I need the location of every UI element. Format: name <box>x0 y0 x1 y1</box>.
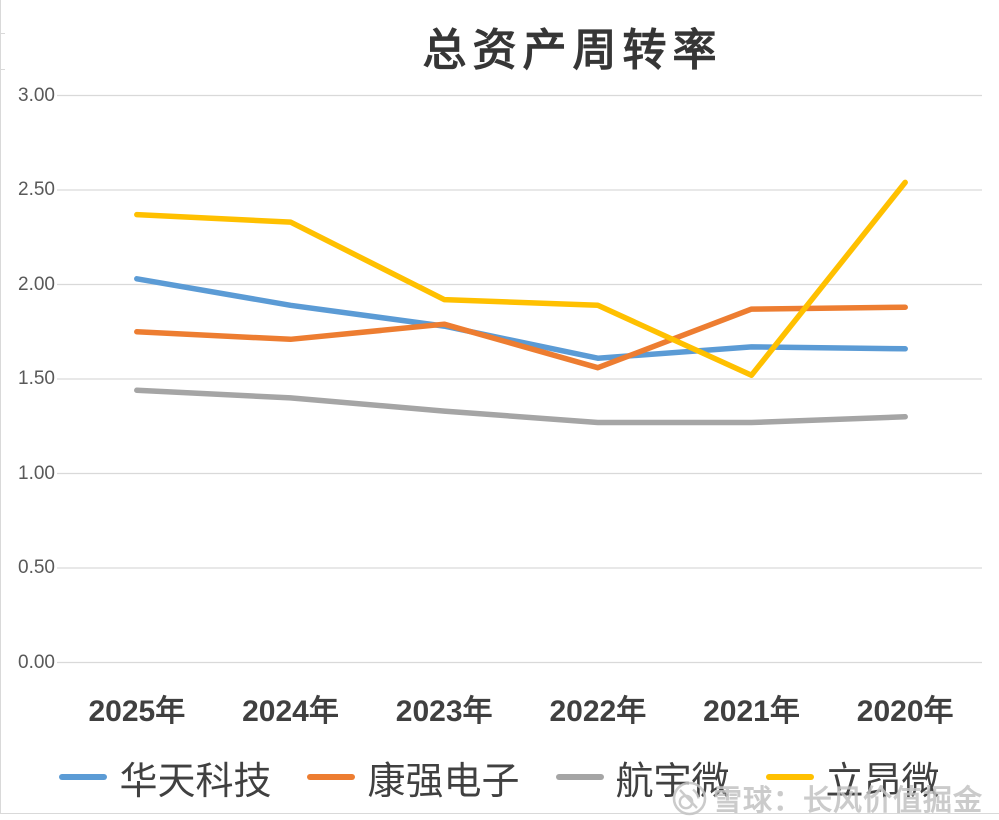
y-tick-label: 3.00 <box>18 84 55 106</box>
legend-item-华天科技: 华天科技 <box>59 750 271 805</box>
y-tick-label: 2.00 <box>18 273 55 295</box>
sheet-row-tick <box>0 33 5 34</box>
sheet-border-bottom <box>0 813 999 814</box>
legend-label: 立昂微 <box>825 760 940 803</box>
chart-legend: 华天科技 康强电子 航宇微 立昂微 <box>0 748 999 806</box>
series-line-康强电子 <box>134 304 908 371</box>
legend-line-swatch <box>555 774 604 780</box>
legend-item-康强电子: 康强电子 <box>307 750 520 805</box>
legend-label: 华天科技 <box>119 760 272 803</box>
x-tick-label: 2025年 <box>88 695 186 728</box>
chart-title: 总资产周转率 <box>422 26 723 75</box>
x-tick-label: 2021年 <box>703 695 800 728</box>
legend-line-swatch <box>765 774 814 780</box>
legend-label: 康强电子 <box>367 760 520 803</box>
x-tick-label: 2024年 <box>242 695 339 728</box>
y-tick-label: 1.00 <box>18 462 55 484</box>
legend-line-swatch <box>307 774 356 780</box>
series-line-航宇微 <box>134 387 908 426</box>
y-tick-label: 2.50 <box>18 179 55 200</box>
y-tick-label: 1.50 <box>18 368 55 389</box>
x-tick-label: 2022年 <box>549 695 647 728</box>
legend-item-立昂微: 立昂微 <box>765 750 940 805</box>
legend-item-航宇微: 航宇微 <box>555 750 730 805</box>
x-tick-label: 2020年 <box>856 695 954 728</box>
legend-label: 航宇微 <box>615 760 730 803</box>
legend-line-swatch <box>59 774 108 780</box>
y-tick-label: 0.00 <box>18 651 55 673</box>
y-tick-label: 0.50 <box>18 557 55 578</box>
series-line-立昂微 <box>134 179 908 378</box>
x-tick-label: 2023年 <box>395 695 493 728</box>
sheet-border-left <box>0 0 1 814</box>
sheet-row-tick <box>0 69 5 70</box>
